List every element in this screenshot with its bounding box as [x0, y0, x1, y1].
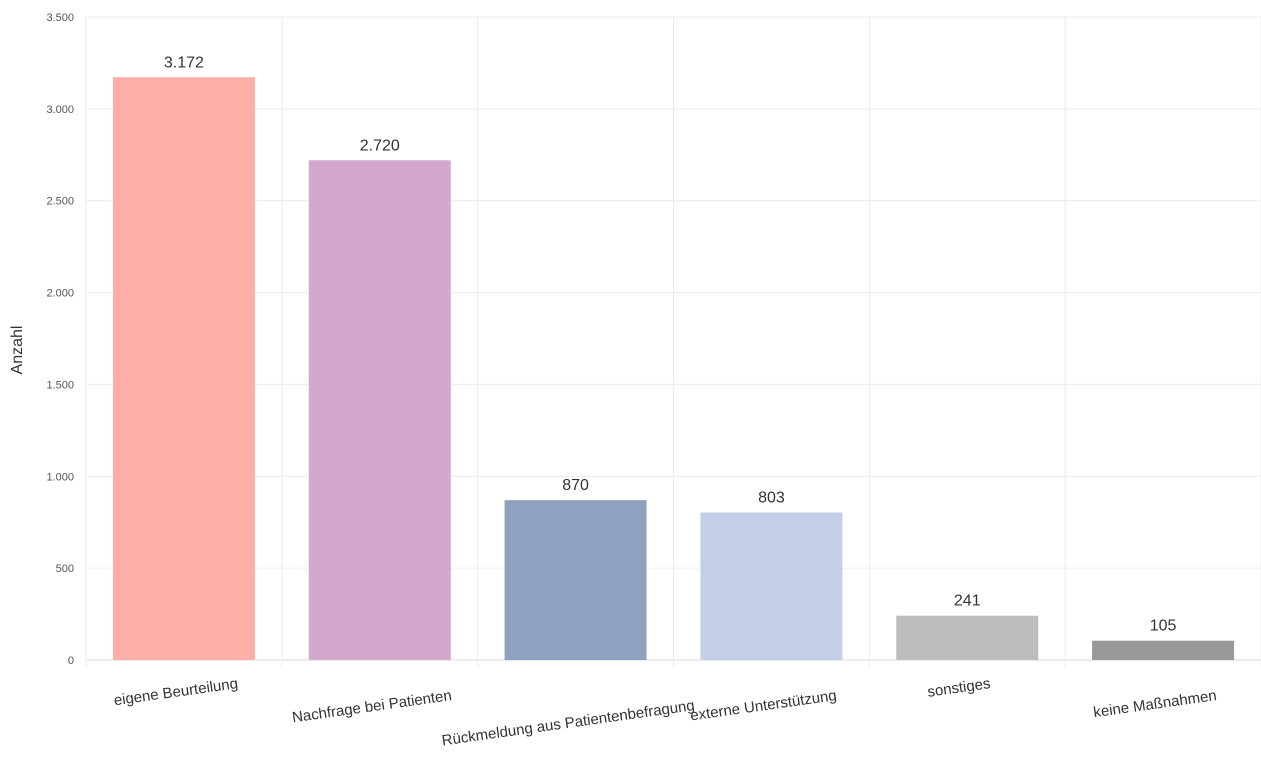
data-label: 3.172 — [164, 54, 204, 71]
y-tick-label: 3.000 — [46, 104, 74, 116]
y-tick-label: 2.000 — [46, 288, 74, 300]
bar-4 — [896, 615, 1039, 660]
data-label: 105 — [1150, 618, 1177, 635]
bar-2 — [504, 500, 647, 660]
y-axis-title: Anzahl — [9, 326, 26, 375]
bar-0 — [112, 77, 255, 660]
bar-3 — [700, 512, 843, 660]
data-label: 870 — [562, 477, 589, 494]
y-tick-label: 500 — [56, 563, 74, 575]
x-tick-label: sonstiges — [926, 675, 991, 701]
x-tick-label: Rückmeldung aus Patientenbefragung — [441, 697, 696, 749]
bars: 3.172 2.720 870 803 241 105 — [112, 54, 1235, 660]
bar-1 — [308, 160, 451, 660]
bar-5 — [1092, 640, 1235, 660]
data-label: 241 — [954, 593, 981, 610]
data-label: 2.720 — [360, 137, 400, 154]
grid-lines — [85, 16, 1261, 668]
y-tick-label: 3.500 — [46, 12, 74, 24]
x-tick-label: eigene Beurteilung — [113, 675, 239, 709]
data-label: 803 — [758, 489, 785, 506]
x-axis: eigene Beurteilung Nachfrage bei Patiente… — [113, 675, 1218, 749]
x-tick-label: Nachfrage bei Patienten — [291, 687, 453, 726]
y-tick-label: 1.500 — [46, 379, 74, 391]
y-axis: 0 500 1.000 1.500 2.000 2.500 3.000 3.500 — [46, 12, 74, 667]
y-tick-label: 2.500 — [46, 196, 74, 208]
x-tick-label: keine Maßnahmen — [1092, 687, 1217, 721]
x-tick-label: externe Unterstützung — [689, 687, 838, 724]
y-tick-label: 0 — [68, 655, 74, 667]
y-tick-label: 1.000 — [46, 471, 74, 483]
